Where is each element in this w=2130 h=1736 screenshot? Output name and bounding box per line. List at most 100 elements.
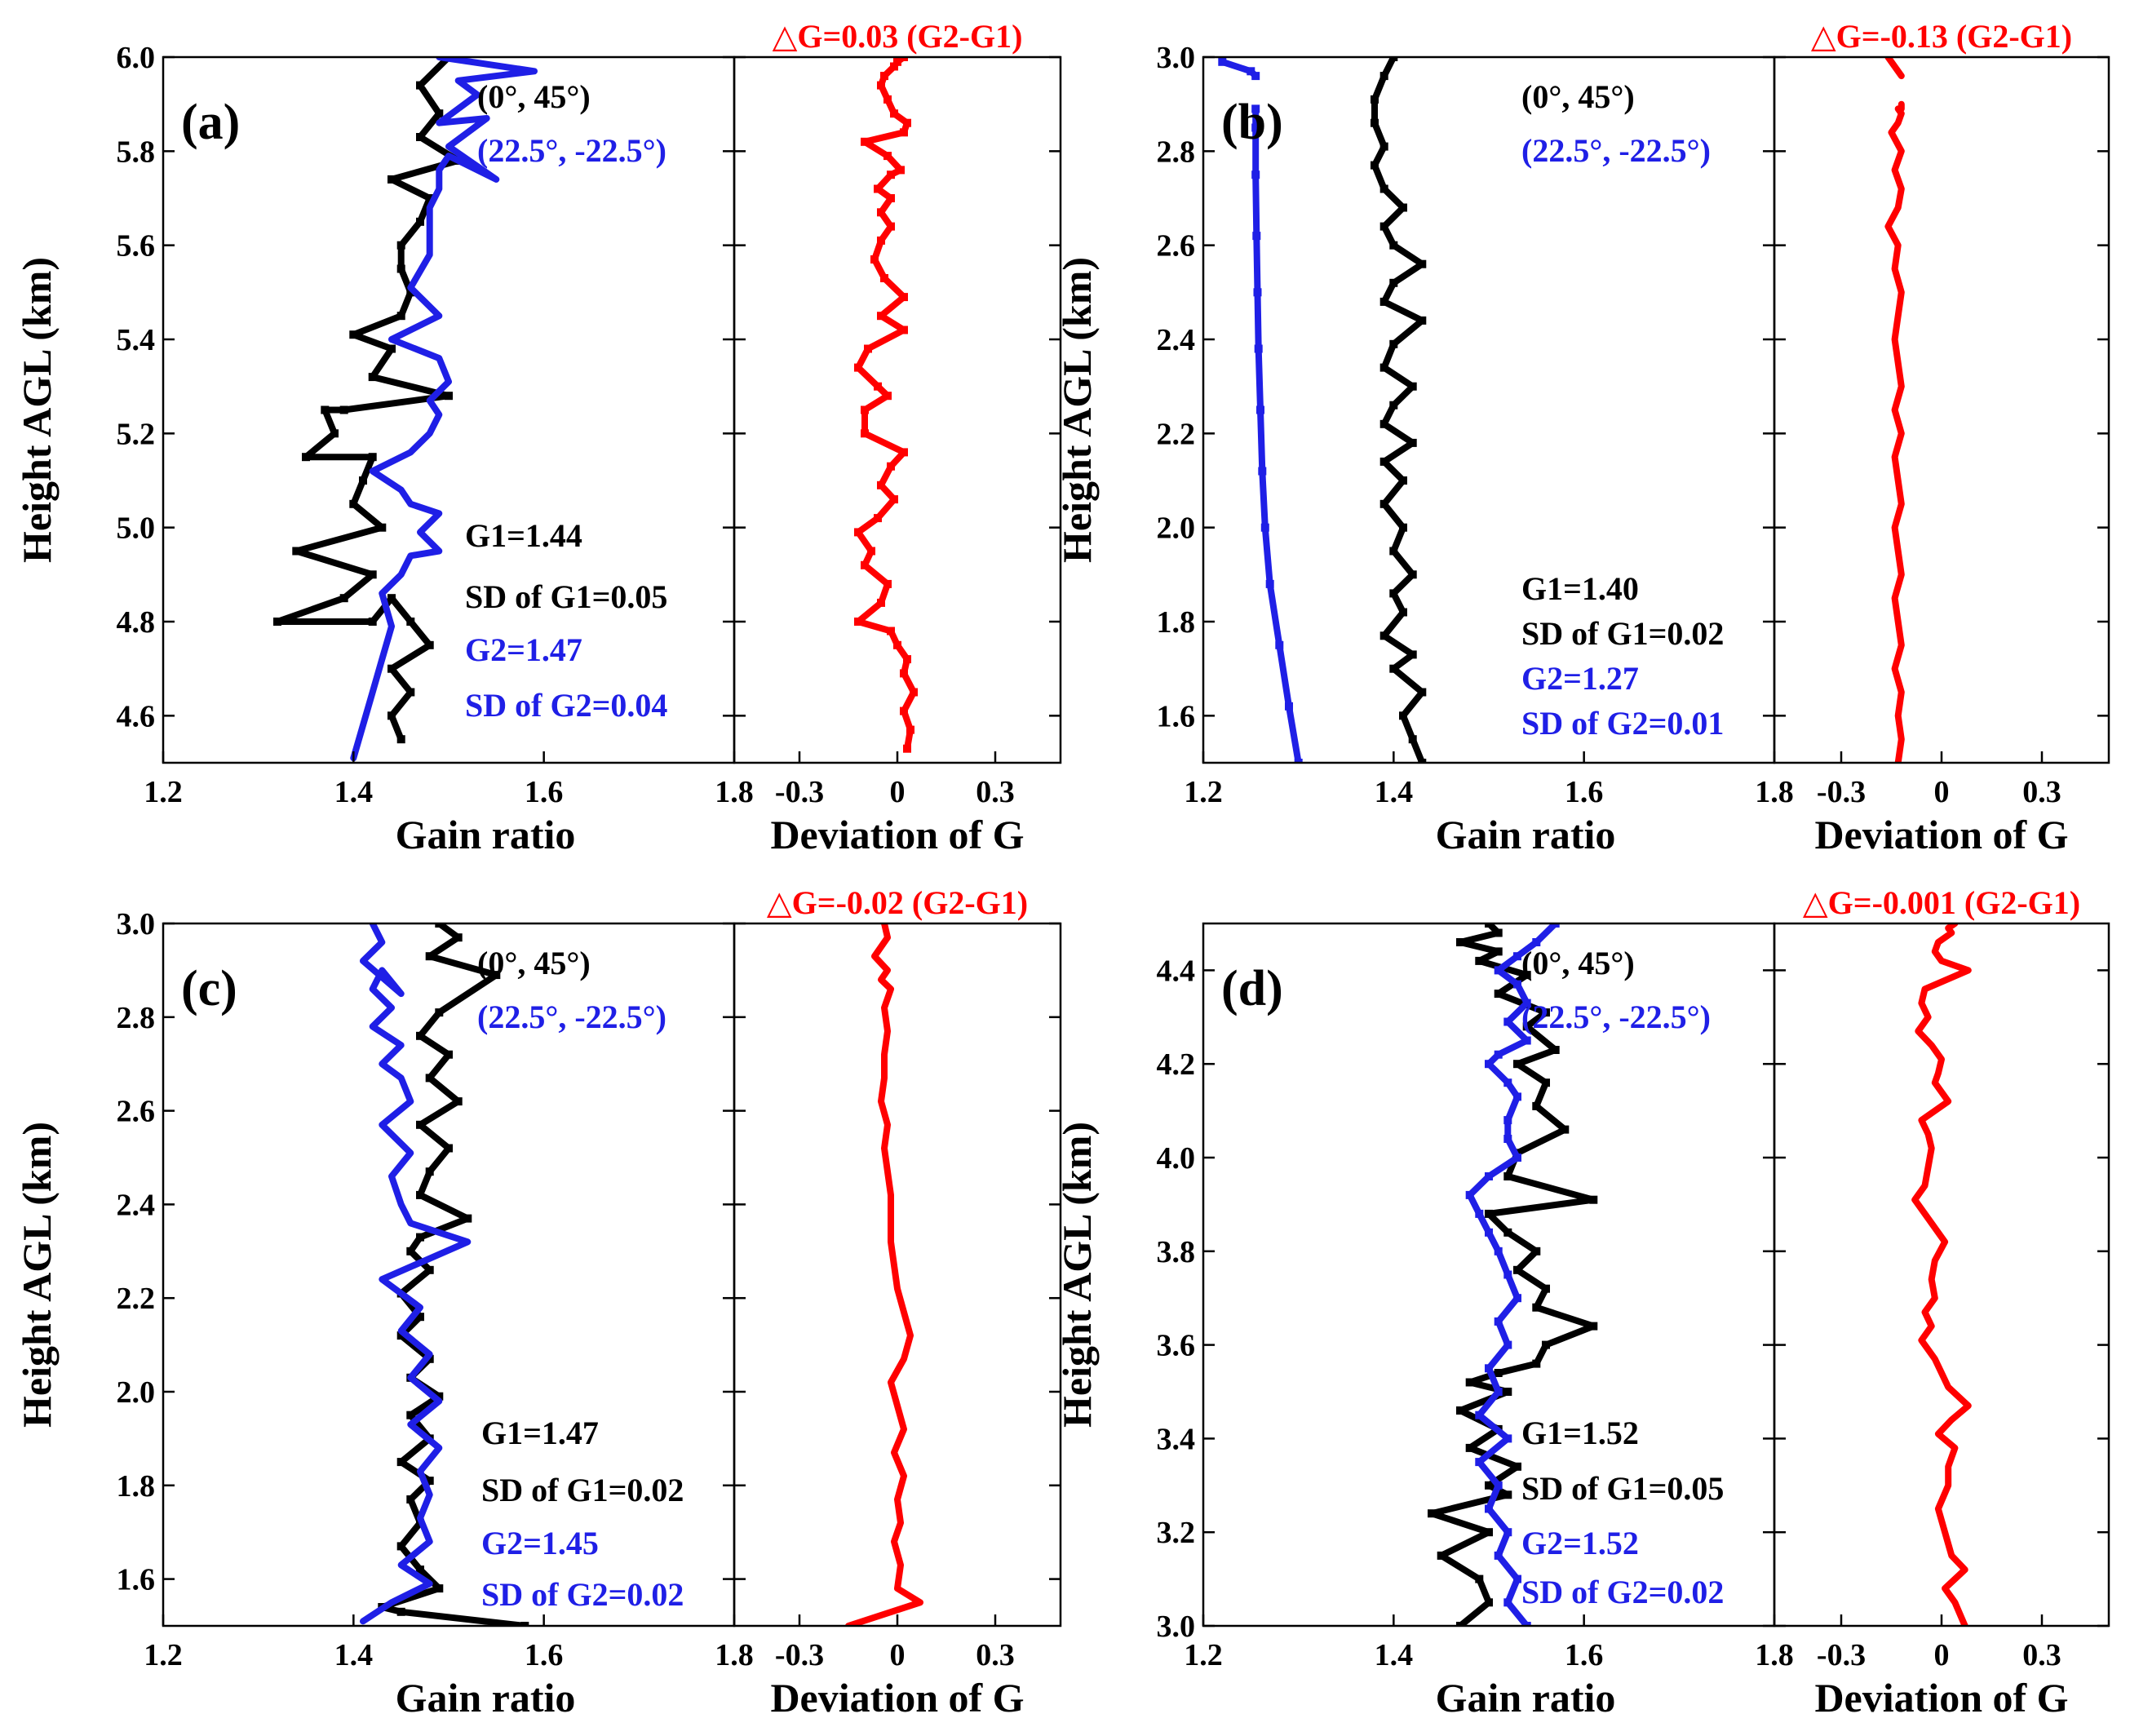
data-point: [1408, 650, 1417, 659]
panel-label: (a): [181, 95, 240, 150]
data-point: [1418, 316, 1427, 325]
data-point: [1389, 664, 1398, 673]
x-tick-label: 0: [890, 775, 906, 809]
data-point: [861, 137, 869, 146]
data-point: [1494, 1369, 1503, 1377]
data-point: [435, 1008, 444, 1017]
legend-entry-g2: (22.5°, -22.5°): [1521, 999, 1711, 1035]
stat-g1: G1=1.44: [465, 517, 582, 554]
x-tick-label: 1.8: [1755, 1638, 1794, 1672]
y-tick-label: 6.0: [117, 41, 156, 75]
data-point: [1265, 579, 1274, 588]
data-point: [1475, 1410, 1484, 1419]
panel-a: 4.6 4.8 5.0 5.2 5.4 5.6 5.8 6.0 1.2 1.4 1.6 1.8 -0.3…: [14, 18, 1062, 857]
data-point: [1389, 57, 1398, 61]
data-point: [1418, 759, 1427, 763]
y-tick-label: 2.6: [1157, 229, 1196, 264]
data-point: [1589, 1322, 1598, 1331]
data-point: [406, 688, 415, 697]
data-point: [425, 194, 434, 202]
stat-sd-g2: SD of G2=0.01: [1521, 705, 1724, 742]
data-point: [1485, 1172, 1493, 1180]
data-point: [1503, 1340, 1512, 1349]
delta-g-label: △G=-0.02 (G2-G1): [767, 884, 1028, 921]
data-point: [1503, 1598, 1512, 1607]
data-point: [854, 363, 862, 372]
data-point: [1379, 222, 1388, 231]
data-point: [1253, 288, 1262, 297]
stat-g1: G1=1.47: [481, 1415, 599, 1451]
data-point: [861, 560, 869, 569]
data-point: [378, 523, 387, 532]
data-point: [1251, 170, 1260, 179]
data-point: [890, 495, 898, 504]
data-point: [1503, 1017, 1512, 1026]
data-point: [1494, 928, 1503, 937]
data-point: [406, 1410, 415, 1419]
data-point: [1465, 1190, 1474, 1199]
data-point: [368, 373, 377, 382]
y-axis-label: Height AGL (km): [14, 1122, 60, 1428]
data-point: [897, 166, 905, 175]
series-line-g2: [350, 57, 538, 762]
data-point: [425, 1167, 434, 1176]
data-point: [1251, 123, 1260, 132]
data-point: [425, 1074, 434, 1083]
legend-entry-g2: (22.5°, -22.5°): [1521, 132, 1711, 169]
y-tick-label: 1.6: [117, 1563, 156, 1597]
data-point: [321, 405, 330, 414]
stat-sd-g1: SD of G1=0.02: [481, 1472, 684, 1508]
data-point: [861, 405, 869, 414]
x-tick-label: 1.6: [1565, 1638, 1604, 1672]
right-axes-frame: [1773, 55, 2110, 764]
data-point: [416, 1313, 424, 1322]
data-point: [1371, 118, 1379, 127]
stat-g2: G2=1.45: [481, 1525, 599, 1561]
data-point: [890, 62, 898, 71]
data-point: [396, 312, 405, 321]
data-point: [435, 109, 444, 118]
data-point: [368, 618, 377, 626]
y-tick-label: 5.4: [117, 323, 156, 357]
x-axis-label: Deviation of G: [1814, 812, 2068, 857]
data-point: [877, 81, 885, 90]
data-point: [1408, 438, 1417, 447]
data-point: [870, 255, 879, 264]
data-point: [1522, 999, 1531, 1008]
y-tick-label: 2.4: [1157, 323, 1196, 357]
data-point: [1485, 1528, 1493, 1537]
data-point: [339, 594, 348, 603]
x-tick-label: 0: [890, 1638, 906, 1672]
y-tick-label: 4.0: [1157, 1141, 1196, 1176]
data-point: [1503, 1434, 1512, 1443]
data-point: [854, 528, 862, 537]
data-point: [883, 152, 892, 161]
series-line-dev: [855, 57, 917, 752]
data-point: [1485, 1228, 1493, 1237]
data-point: [900, 669, 908, 678]
data-point: [292, 547, 301, 556]
data-point: [1379, 184, 1388, 193]
legend-entry-g1: (0°, 45°): [1521, 78, 1635, 115]
data-point: [349, 499, 358, 508]
y-tick-label: 2.0: [117, 1375, 156, 1410]
y-tick-label: 3.0: [1157, 41, 1196, 75]
data-point: [1485, 1598, 1493, 1607]
data-point: [900, 706, 908, 715]
data-point: [883, 95, 892, 104]
data-point: [1589, 1195, 1598, 1204]
data-point: [425, 1477, 434, 1486]
data-point: [1465, 1378, 1474, 1387]
y-tick-label: 3.4: [1157, 1422, 1196, 1456]
data-point: [1258, 467, 1267, 476]
data-point: [1251, 104, 1260, 113]
x-tick-label: 1.8: [715, 775, 754, 809]
data-point: [903, 118, 911, 127]
data-point: [910, 688, 918, 697]
data-point: [1485, 1364, 1493, 1373]
data-point: [1437, 1551, 1446, 1560]
data-point: [1503, 1270, 1512, 1279]
panel-label: (b): [1221, 95, 1283, 150]
data-point: [396, 1458, 405, 1467]
data-point: [861, 429, 869, 438]
